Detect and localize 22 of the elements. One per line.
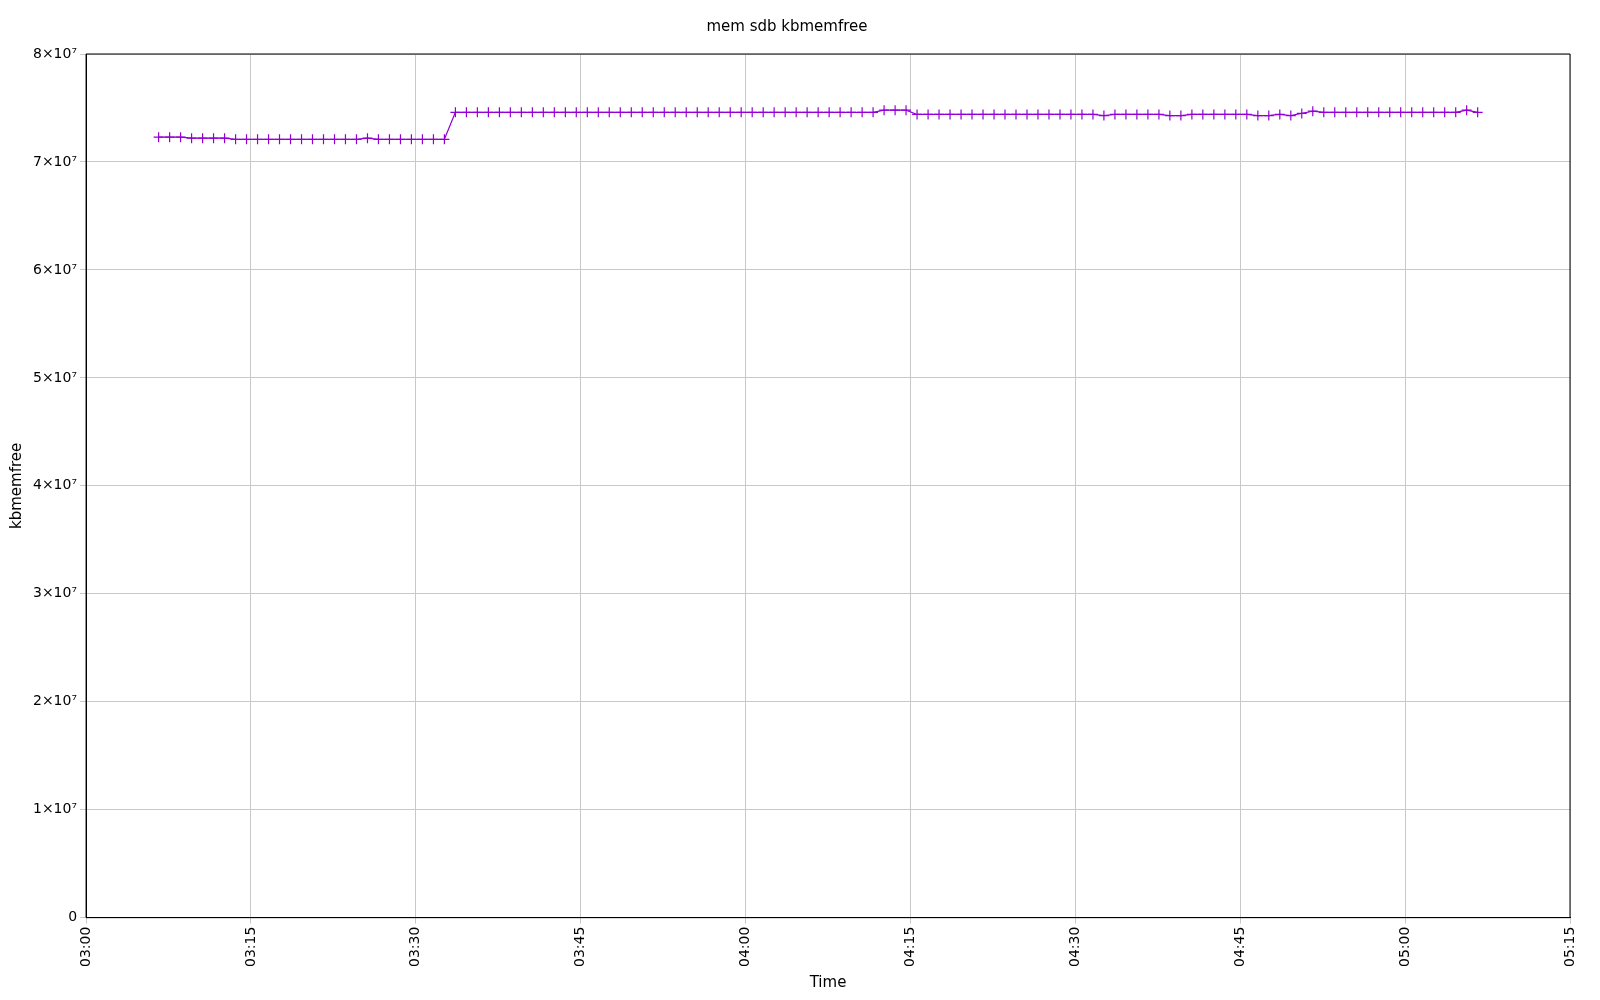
y-tick-label: 5×10⁷ (32, 368, 78, 385)
y-tick-label: 2×10⁷ (32, 692, 78, 709)
x-tick-label: 04:00 (736, 926, 753, 968)
y-tick-label: 7×10⁷ (32, 152, 78, 169)
x-axis-title: Time (808, 972, 847, 991)
x-tick-label: 03:15 (241, 926, 258, 968)
x-tick-label: 03:45 (571, 926, 588, 968)
x-tick-label: 05:00 (1395, 926, 1412, 968)
y-tick-label: 6×10⁷ (32, 260, 78, 277)
y-tick-label: 1×10⁷ (32, 800, 78, 817)
x-tick-label: 04:30 (1066, 926, 1082, 968)
y-tick-label: 0 (68, 908, 78, 925)
x-tick-label: 05:15 (1560, 926, 1577, 968)
x-tick-label: 04:15 (901, 926, 918, 968)
y-axis-title: kbmemfree (6, 442, 25, 529)
x-tick-label: 03:00 (76, 926, 93, 968)
y-tick-label: 8×10⁷ (32, 44, 78, 61)
x-tick-label: 03:30 (406, 926, 423, 968)
y-tick-label: 4×10⁷ (32, 476, 78, 493)
x-tick-label: 04:45 (1230, 926, 1247, 968)
y-tick-label: 3×10⁷ (32, 584, 78, 601)
chart-title: mem sdb kbmemfree (706, 16, 868, 35)
